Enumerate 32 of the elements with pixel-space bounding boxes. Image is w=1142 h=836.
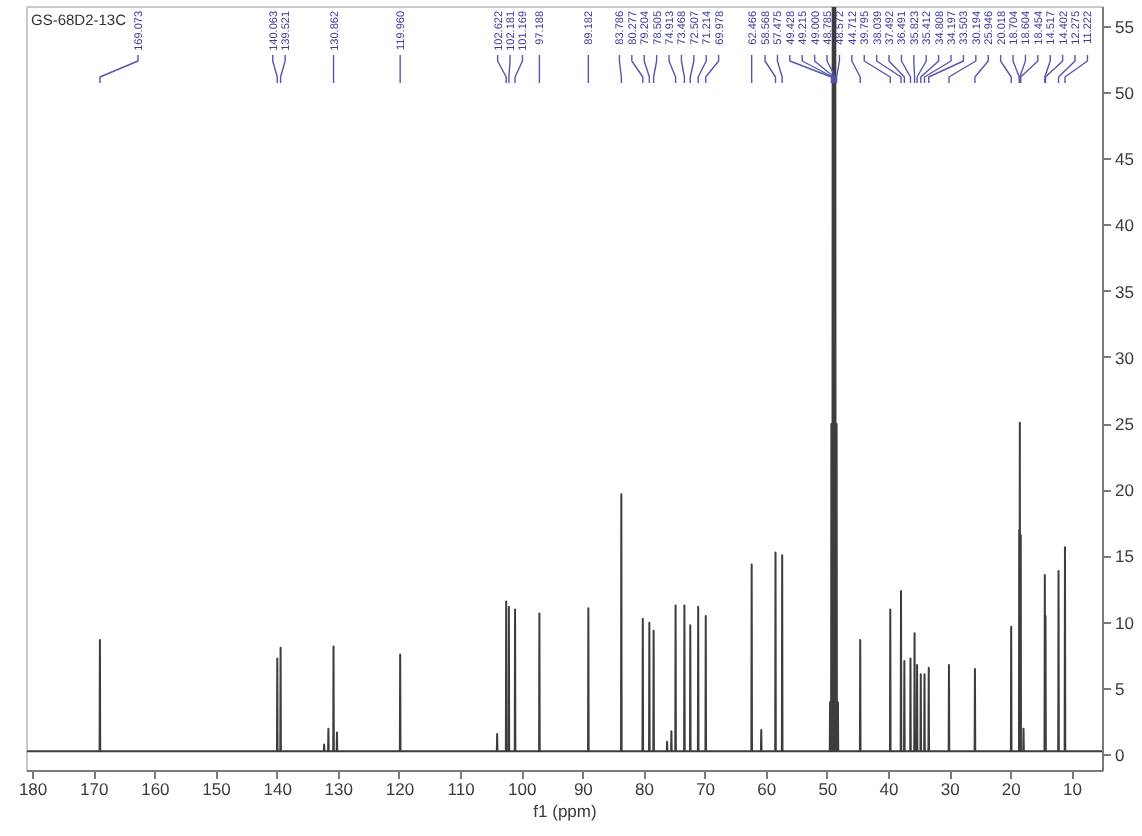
- x-tick-label: 90: [573, 779, 594, 799]
- y-tick-label: 25: [1115, 414, 1135, 435]
- line-series: [27, 7, 1103, 753]
- y-tick-label: 15: [1115, 546, 1135, 567]
- x-tick-label: 110: [447, 779, 476, 799]
- x-tick-label: 40: [879, 779, 900, 799]
- x-tick-label: 140: [263, 779, 293, 799]
- y-tick-label: 30: [1115, 347, 1135, 368]
- x-tick-label: 20: [1001, 779, 1022, 799]
- y-tick-label: 50: [1115, 83, 1135, 104]
- y-tick-label: 35: [1115, 281, 1135, 302]
- x-tick-label: 10: [1062, 779, 1083, 799]
- x-tick-label: 150: [202, 779, 232, 799]
- x-tick-label: 160: [141, 779, 171, 799]
- x-tick-label: 180: [18, 779, 48, 799]
- y-tick-label: 5: [1115, 678, 1125, 699]
- y-tick-label: 10: [1115, 612, 1135, 633]
- y-tick-label: 0: [1115, 745, 1125, 766]
- x-tick-label: 100: [508, 779, 537, 799]
- x-tick-label: 120: [385, 779, 415, 799]
- x-tick-label: 130: [324, 779, 354, 799]
- y-tick-label: 20: [1115, 480, 1135, 501]
- x-tick-label: 80: [635, 779, 655, 799]
- x-tick-label: 170: [80, 779, 109, 799]
- x-tick-label: 60: [757, 779, 777, 799]
- x-tick-label: 70: [696, 779, 716, 799]
- y-tick-label: 40: [1115, 215, 1135, 236]
- x-tick-label: 50: [818, 779, 838, 799]
- x-axis-title: f1 (ppm): [533, 801, 597, 821]
- y-tick-label: 45: [1115, 149, 1135, 170]
- y-tick-label: 55: [1115, 16, 1135, 37]
- x-tick-label: 30: [940, 779, 961, 799]
